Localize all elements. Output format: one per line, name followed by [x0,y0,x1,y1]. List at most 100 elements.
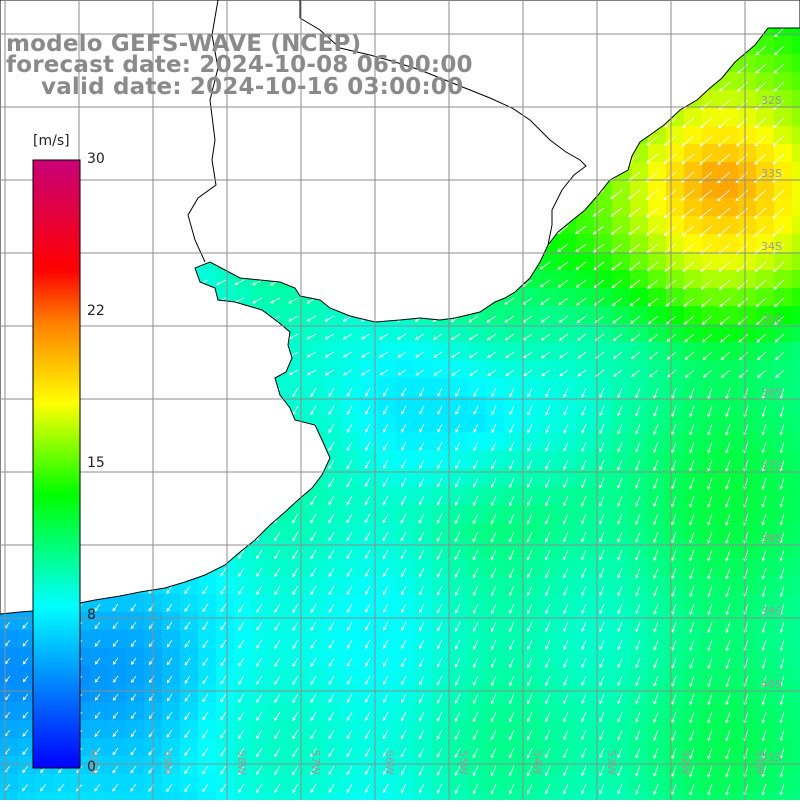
wind-arrow [775,351,785,361]
wind-arrow [454,711,461,723]
field-cell [486,432,505,451]
wind-arrow [779,513,785,526]
field-cell [792,270,800,289]
wind-arrow [238,747,245,757]
field-cell [504,594,523,613]
wind-arrow [689,603,695,616]
field-cell [774,612,793,631]
field-cell [342,720,361,739]
field-cell [594,522,613,541]
wind-arrow [725,459,731,472]
wind-arrow [617,747,623,759]
wind-arrow [22,747,29,756]
wind-arrow [486,315,497,323]
field-cell [504,306,523,325]
field-cell [288,378,307,397]
wind-arrow [504,333,515,341]
field-cell [360,774,379,793]
field-cell [774,234,793,253]
field-cell [486,684,505,703]
field-cell [684,432,703,451]
field-cell [432,594,451,613]
field-cell [702,702,721,721]
field-cell [666,540,685,559]
field-cell [324,630,343,649]
wind-arrow [256,639,263,649]
wind-arrow [94,639,101,647]
wind-arrow [270,297,281,304]
field-cell [468,612,487,631]
wind-arrow [342,369,353,376]
wind-arrow [761,711,767,724]
field-cell [594,648,613,667]
wind-arrow [252,279,263,286]
field-cell [720,630,739,649]
field-cell [450,504,469,523]
land-polygon [0,0,800,615]
wind-arrow [166,693,173,702]
wind-arrow [707,657,713,670]
wind-arrow [328,729,335,740]
wind-arrow [346,657,353,667]
wind-arrow [563,711,569,723]
wind-arrow [346,549,353,560]
wind-arrow [490,675,497,687]
field-cell [774,432,793,451]
field-cell [378,648,397,667]
wind-arrow [346,513,353,524]
field-cell [738,666,757,685]
field-cell [18,702,37,721]
field-cell [468,378,487,397]
field-cell [774,522,793,541]
field-cell [630,738,649,757]
wind-arrow [292,765,299,776]
field-cell [162,594,181,613]
wind-arrow [433,351,443,358]
wind-arrow [472,783,479,795]
field-cell [666,414,685,433]
wind-arrow [473,459,479,470]
wind-arrow [397,351,407,358]
field-cell [288,342,307,361]
wind-arrow [527,405,533,416]
wind-arrow [397,369,407,376]
field-cell [324,774,343,793]
wind-arrow [719,297,731,308]
wind-arrow [671,405,677,418]
lat-label: 35S [761,313,782,326]
wind-arrow [346,585,353,596]
wind-arrow [738,351,749,361]
field-cell [612,396,631,415]
field-cell [18,630,37,649]
field-cell [540,738,559,757]
field-cell [540,558,559,577]
wind-arrow [689,459,695,472]
wind-arrow [523,351,533,359]
field-cell [702,576,721,595]
field-cell [342,792,361,804]
field-cell [558,792,577,804]
wind-arrow [508,549,515,561]
field-cell [468,450,487,469]
wind-arrow [577,351,587,359]
wind-arrow [755,63,767,74]
field-cell [306,540,325,559]
field-cell [612,648,631,667]
wind-arrow [671,639,677,651]
field-cell [612,630,631,649]
field-cell [486,702,505,721]
field-cell [360,594,379,613]
lat-label: 33S [761,167,782,180]
wind-arrow [112,765,119,774]
field-cell [738,684,757,703]
field-cell [576,216,595,235]
wind-arrow [545,549,551,561]
wind-arrow [681,189,695,201]
wind-arrow [383,675,389,686]
wind-arrow [202,657,209,667]
field-cell [306,504,325,523]
field-cell [504,612,523,631]
wind-arrow [112,747,119,756]
field-cell [612,522,631,541]
wind-arrow [473,405,479,415]
